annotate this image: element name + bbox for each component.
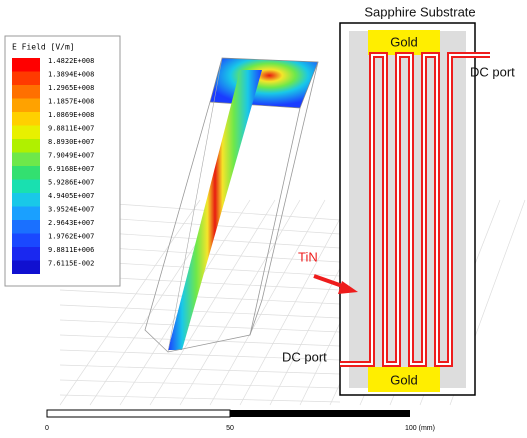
grid-line	[60, 335, 340, 346]
legend-swatch	[12, 85, 40, 99]
field-strip	[168, 70, 262, 350]
scale-label: 100 (mm)	[405, 425, 435, 432]
legend-swatch	[12, 234, 40, 248]
legend-label: 1.3894E+008	[48, 71, 94, 79]
scale-label: 50	[226, 425, 234, 432]
legend-label: 6.9168E+007	[48, 165, 94, 173]
material-label: TiN	[298, 249, 318, 264]
legend-swatch	[12, 99, 40, 113]
port-label: DC port	[282, 349, 327, 364]
legend-label: 9.8811E+007	[48, 125, 94, 133]
grid-line	[60, 395, 340, 402]
legend-label: 7.6115E-002	[48, 260, 94, 268]
legend-label: 1.4822E+008	[48, 57, 94, 65]
legend-swatch	[12, 261, 40, 275]
legend-swatch	[12, 153, 40, 167]
grid-line	[180, 200, 300, 405]
legend-swatch	[12, 247, 40, 261]
figure: E Field [V/m] 1.4822E+008 1.3894E+008 1.29…	[0, 0, 527, 438]
legend-label: 2.9643E+007	[48, 219, 94, 227]
legend-label: 9.8811E+006	[48, 246, 94, 254]
legend-swatch	[12, 112, 40, 126]
legend-swatch	[12, 166, 40, 180]
scale-bar: 0 50 100 (mm)	[45, 410, 435, 432]
legend-swatch	[12, 72, 40, 86]
pad-label: Gold	[390, 372, 417, 387]
legend-swatch	[12, 126, 40, 140]
legend-swatch	[12, 139, 40, 153]
legend-label: 1.2965E+008	[48, 84, 94, 92]
legend-label: 8.8930E+007	[48, 138, 94, 146]
top-face	[210, 58, 318, 108]
grid-line	[60, 305, 340, 318]
legend-swatch	[12, 180, 40, 194]
box-edge	[250, 300, 262, 335]
legend-swatch	[12, 207, 40, 221]
port-label: DC port	[470, 64, 515, 79]
legend-label: 5.9286E+007	[48, 179, 94, 187]
grid-line	[60, 320, 340, 332]
legend-label: 3.9524E+007	[48, 206, 94, 214]
legend-swatch	[12, 58, 40, 72]
pad-label: Gold	[390, 34, 417, 49]
legend-swatch	[12, 220, 40, 234]
color-legend: E Field [V/m] 1.4822E+008 1.3894E+008 1.29…	[5, 36, 120, 286]
legend-swatch	[12, 193, 40, 207]
legend-label: 1.1857E+008	[48, 98, 94, 106]
diagram-title: Sapphire Substrate	[364, 4, 475, 19]
scale-segment	[230, 410, 410, 417]
legend-label: 7.9049E+007	[48, 152, 94, 160]
scale-segment	[47, 410, 230, 417]
legend-label: 1.0869E+008	[48, 111, 94, 119]
legend-label: 1.9762E+007	[48, 233, 94, 241]
legend-label: 4.9405E+007	[48, 192, 94, 200]
scale-label: 0	[45, 425, 49, 432]
grid-line	[60, 365, 340, 374]
legend-title: E Field [V/m]	[12, 43, 75, 52]
